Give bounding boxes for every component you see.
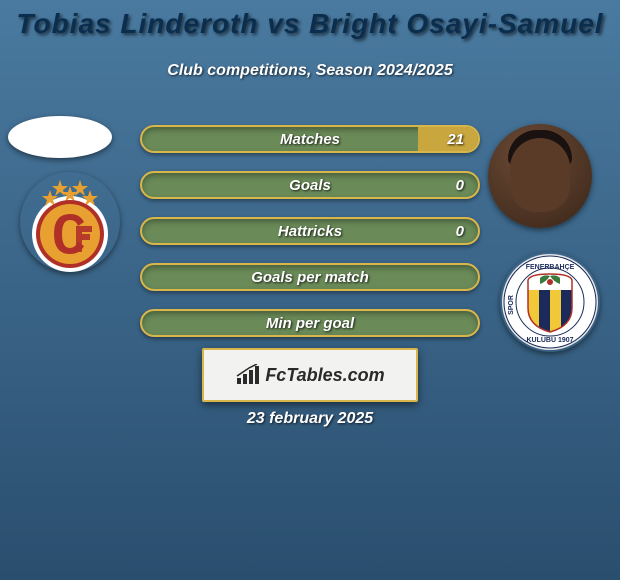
club-logo-right: FENERBAHÇE KULÜBÜ 1907 SPOR: [500, 252, 600, 352]
player-photo-right: [488, 124, 592, 228]
player-photo-left: [8, 116, 112, 158]
fctables-logo: FcTables.com: [202, 348, 418, 402]
stat-row-gpm: Goals per match: [140, 263, 480, 291]
club-logo-left: [20, 172, 120, 272]
stat-label: Hattricks: [142, 223, 478, 240]
date-text: 23 february 2025: [0, 410, 620, 428]
svg-text:SPOR: SPOR: [508, 295, 515, 315]
comparison-card: Tobias Linderoth vs Bright Osayi-Samuel …: [0, 0, 620, 580]
svg-text:KULÜBÜ 1907: KULÜBÜ 1907: [526, 335, 573, 344]
stat-bars: Matches 21 Goals 0 Hattricks 0 Goals per…: [140, 125, 480, 355]
stat-row-matches: Matches 21: [140, 125, 480, 153]
stat-right-value: 0: [456, 223, 464, 240]
stat-row-goals: Goals 0: [140, 171, 480, 199]
page-title: Tobias Linderoth vs Bright Osayi-Samuel: [0, 8, 620, 40]
stat-row-mpg: Min per goal: [140, 309, 480, 337]
stat-label: Goals: [142, 177, 478, 194]
stat-label: Goals per match: [142, 269, 478, 286]
bar-chart-icon: [235, 364, 261, 386]
subtitle: Club competitions, Season 2024/2025: [0, 62, 620, 80]
stat-right-value: 0: [456, 177, 464, 194]
stat-label: Min per goal: [142, 315, 478, 332]
stat-right-value: 21: [447, 131, 464, 148]
stat-label: Matches: [142, 131, 478, 148]
stat-row-hattricks: Hattricks 0: [140, 217, 480, 245]
logo-text: FcTables.com: [265, 365, 384, 386]
svg-text:FENERBAHÇE: FENERBAHÇE: [526, 264, 575, 271]
